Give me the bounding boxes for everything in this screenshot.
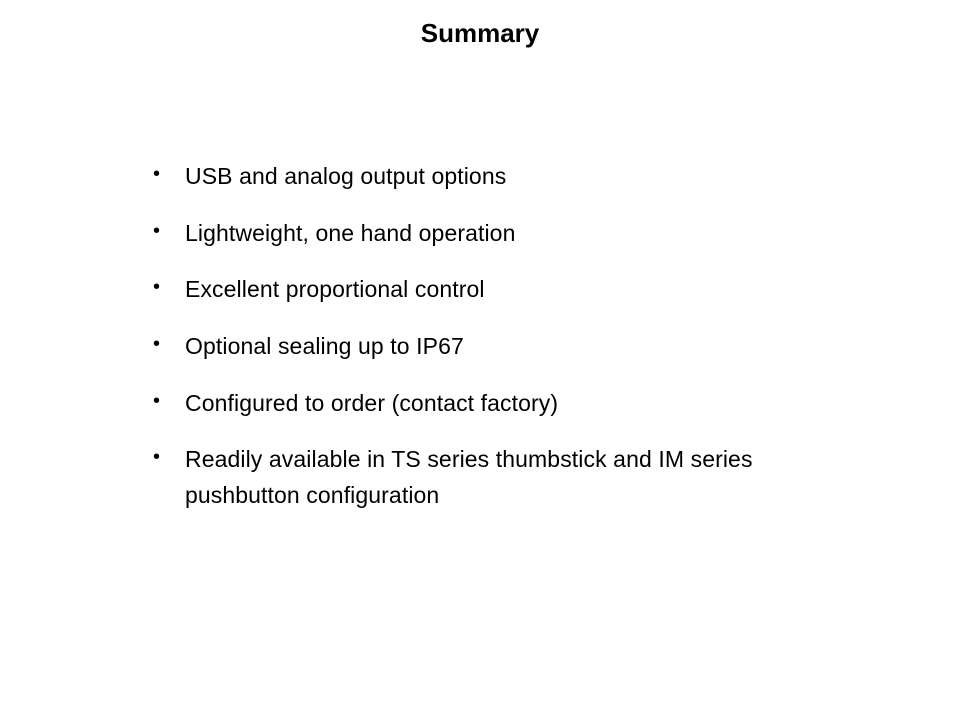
list-item: Configured to order (contact factory) <box>145 386 870 422</box>
list-item: Optional sealing up to IP67 <box>145 329 870 365</box>
list-item: Readily available in TS series thumbstic… <box>145 442 870 513</box>
list-item: Excellent proportional control <box>145 272 870 308</box>
list-item: USB and analog output options <box>145 159 870 195</box>
slide-title: Summary <box>0 18 960 49</box>
bullet-list: USB and analog output options Lightweigh… <box>145 159 870 513</box>
list-item: Lightweight, one hand operation <box>145 216 870 252</box>
slide-content: USB and analog output options Lightweigh… <box>0 159 960 513</box>
slide-container: Summary USB and analog output options Li… <box>0 0 960 720</box>
